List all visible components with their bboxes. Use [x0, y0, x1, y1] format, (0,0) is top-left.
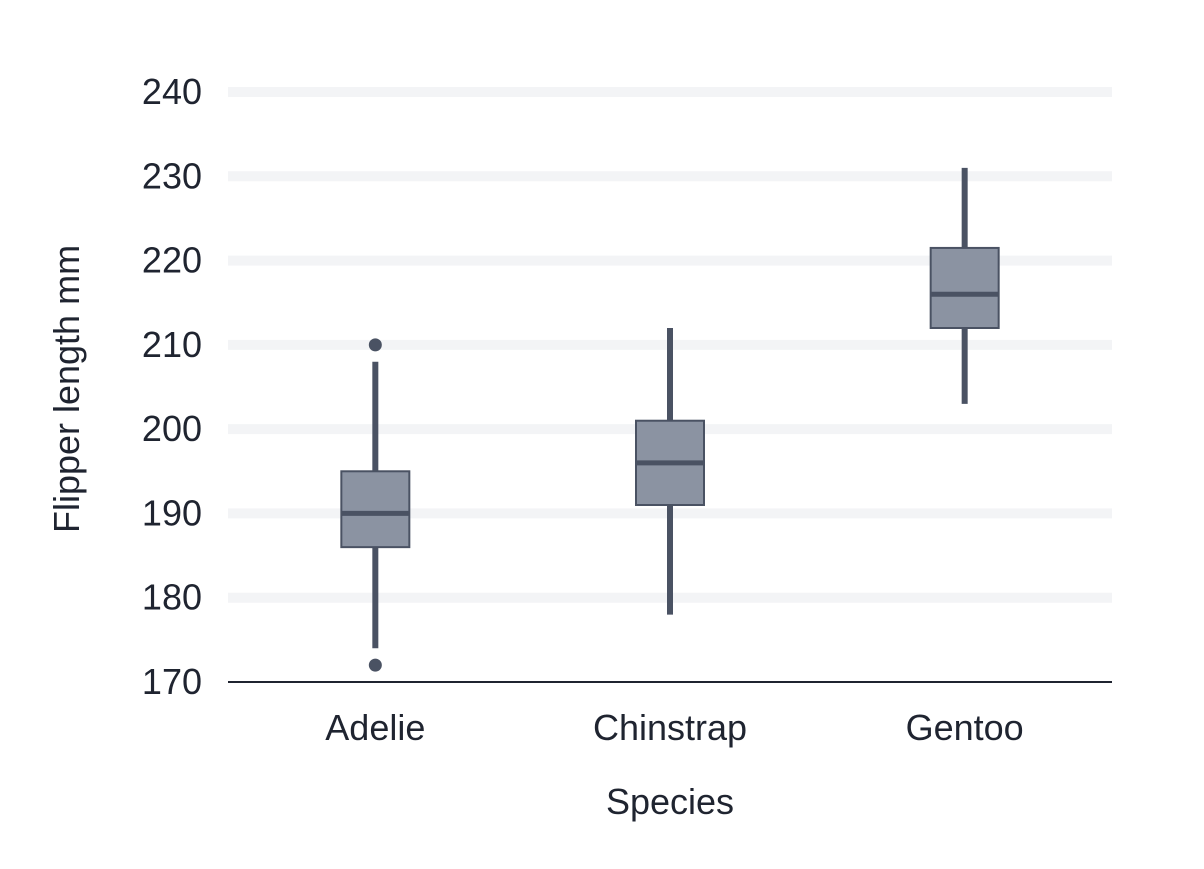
box-group-gentoo: [929, 167, 1000, 404]
y-axis-title: Flipper length mm: [46, 245, 87, 533]
y-tick-labels: 170 180 190 200 210 220 230 240: [142, 71, 202, 702]
box-group-chinstrap: [635, 328, 705, 615]
box-iqr: [929, 246, 1000, 329]
y-tick-label: 200: [142, 408, 202, 449]
y-tick-label: 190: [142, 492, 202, 533]
x-axis-title: Species: [606, 781, 734, 822]
y-tick-label: 240: [142, 71, 202, 112]
box-group-adelie: [340, 338, 411, 672]
boxes: [340, 167, 1000, 672]
x-tick-labels: Adelie Chinstrap Gentoo: [325, 707, 1023, 748]
y-tick-label: 220: [142, 240, 202, 281]
outlier-point: [368, 338, 382, 352]
x-tick-label: Adelie: [325, 707, 425, 748]
y-tick-label: 180: [142, 577, 202, 618]
box-iqr: [340, 470, 411, 549]
y-tick-label: 210: [142, 324, 202, 365]
y-tick-label: 170: [142, 661, 202, 702]
x-tick-label: Chinstrap: [593, 707, 747, 748]
y-tick-label: 230: [142, 155, 202, 196]
x-tick-label: Gentoo: [906, 707, 1024, 748]
outlier-point: [368, 658, 382, 672]
